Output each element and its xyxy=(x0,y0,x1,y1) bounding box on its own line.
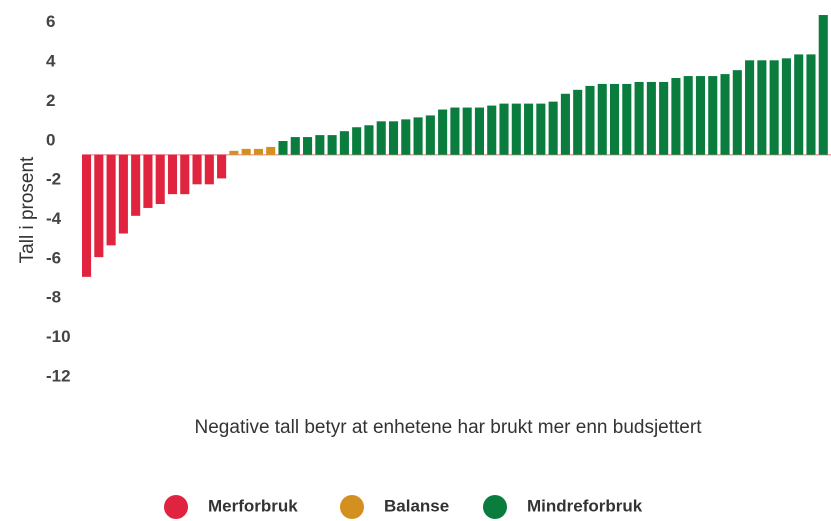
y-tick-label: 6 xyxy=(46,12,55,31)
bar xyxy=(253,148,263,155)
bar xyxy=(671,78,681,155)
bar xyxy=(143,154,153,208)
bar xyxy=(204,154,214,185)
bar xyxy=(769,60,779,155)
bar xyxy=(450,107,460,155)
bar xyxy=(155,154,165,204)
legend-label: Balanse xyxy=(384,496,449,515)
bar xyxy=(474,107,485,155)
y-tick-label: -8 xyxy=(46,288,61,307)
bar xyxy=(413,117,423,155)
bar xyxy=(278,141,288,155)
y-tick-label: -10 xyxy=(46,327,71,346)
bar xyxy=(720,74,730,155)
bar xyxy=(683,76,693,155)
bar xyxy=(499,103,509,155)
bar xyxy=(241,148,251,155)
bar xyxy=(708,76,718,155)
bar xyxy=(303,137,313,155)
bar xyxy=(82,154,92,277)
bar xyxy=(290,137,300,155)
bar xyxy=(548,101,558,155)
bar xyxy=(560,93,570,155)
bar xyxy=(573,89,583,155)
bar xyxy=(781,58,791,155)
bar xyxy=(106,154,116,246)
bar xyxy=(438,109,448,155)
bar xyxy=(794,54,804,155)
y-tick-label: 2 xyxy=(46,91,55,110)
y-tick-label: 0 xyxy=(46,130,55,149)
bar xyxy=(511,103,521,155)
bar xyxy=(609,83,620,155)
bar xyxy=(536,103,546,155)
bar xyxy=(745,60,755,155)
legend-marker xyxy=(164,495,188,519)
bar xyxy=(597,83,607,155)
y-tick-label: -2 xyxy=(46,170,61,189)
bar xyxy=(376,121,386,155)
bar xyxy=(585,85,595,155)
bar xyxy=(659,81,669,155)
bar xyxy=(229,150,239,155)
bar xyxy=(327,135,337,155)
bar xyxy=(818,15,828,155)
bar xyxy=(425,115,435,155)
bar xyxy=(462,107,472,155)
y-tick-label: 4 xyxy=(46,52,56,71)
bar xyxy=(266,146,276,155)
y-tick-label: -4 xyxy=(46,209,62,228)
bar xyxy=(757,60,767,155)
legend-marker xyxy=(340,495,364,519)
bar xyxy=(180,154,190,195)
bar xyxy=(167,154,178,195)
legend-label: Mindreforbruk xyxy=(527,496,643,515)
bar xyxy=(364,125,374,155)
y-tick-label: -12 xyxy=(46,366,71,385)
bar xyxy=(487,105,497,155)
bar xyxy=(622,83,632,155)
bar xyxy=(217,154,227,179)
bar xyxy=(695,76,706,155)
bar xyxy=(352,127,362,155)
legend-marker xyxy=(483,495,507,519)
y-axis-title: Tall i prosent xyxy=(17,156,38,263)
bar xyxy=(806,54,816,155)
bar xyxy=(315,135,325,155)
bar xyxy=(192,154,202,185)
bar xyxy=(94,154,104,258)
x-axis-title: Negative tall betyr at enhetene har bruk… xyxy=(195,417,703,438)
bar xyxy=(401,119,411,155)
bar xyxy=(118,154,128,234)
bar xyxy=(388,121,399,155)
legend-label: Merforbruk xyxy=(208,496,298,515)
bar xyxy=(131,154,141,216)
bar xyxy=(524,103,534,155)
bar xyxy=(339,131,349,155)
y-tick-label: -6 xyxy=(46,248,61,267)
bar xyxy=(634,81,644,155)
bar xyxy=(732,70,742,155)
bar xyxy=(646,81,656,155)
